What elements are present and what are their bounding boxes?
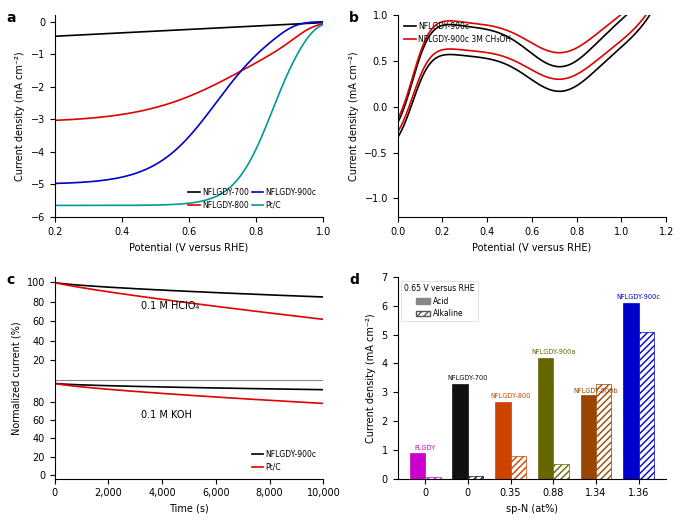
NFLGDY-700 xyxy=(98,30,106,37)
Pt/C xyxy=(319,22,327,28)
NFLGDY-800 xyxy=(230,71,238,78)
Bar xyxy=(410,453,425,479)
NFLGDY-800 xyxy=(209,82,217,89)
Legend: NFLGDY-900c, NFLGDY-900c 3M CH₃OH: NFLGDY-900c, NFLGDY-900c 3M CH₃OH xyxy=(401,19,514,47)
X-axis label: Potential (V versus RHE): Potential (V versus RHE) xyxy=(472,242,592,252)
Pt/C xyxy=(98,202,106,208)
NFLGDY-900c xyxy=(230,76,238,82)
NFLGDY-700 xyxy=(209,25,217,31)
NFLGDY-800 xyxy=(172,98,180,104)
Y-axis label: Current density (mA cm⁻²): Current density (mA cm⁻²) xyxy=(349,51,359,181)
NFLGDY-900c xyxy=(172,146,180,153)
NFLGDY-900c xyxy=(253,51,261,57)
Line: Pt/C: Pt/C xyxy=(55,25,323,205)
Bar xyxy=(596,384,611,479)
Legend: NFLGDY-900c, Pt/C: NFLGDY-900c, Pt/C xyxy=(249,447,320,475)
Pt/C xyxy=(230,180,238,186)
NFLGDY-900c xyxy=(51,180,59,186)
NFLGDY-700 xyxy=(230,24,238,30)
Bar xyxy=(623,303,638,479)
Text: b: b xyxy=(349,11,359,25)
NFLGDY-900c xyxy=(319,18,327,25)
Pt/C xyxy=(120,202,128,208)
Legend: NFLGDY-700, NFLGDY-800, NFLGDY-900c, Pt/C: NFLGDY-700, NFLGDY-800, NFLGDY-900c, Pt/… xyxy=(185,185,320,213)
Text: 0.1 M KOH: 0.1 M KOH xyxy=(140,410,192,420)
Legend: Acid, Alkaline: Acid, Alkaline xyxy=(401,281,478,321)
Bar xyxy=(638,332,654,479)
Bar xyxy=(553,464,569,479)
NFLGDY-700 xyxy=(319,19,327,26)
NFLGDY-800 xyxy=(253,59,261,66)
Y-axis label: Current density (mA cm⁻²): Current density (mA cm⁻²) xyxy=(15,51,25,181)
Bar xyxy=(581,395,596,479)
Pt/C xyxy=(172,201,180,207)
Bar xyxy=(453,384,468,479)
Line: NFLGDY-800: NFLGDY-800 xyxy=(55,24,323,120)
Y-axis label: Current density (mA cm⁻²): Current density (mA cm⁻²) xyxy=(366,313,376,443)
Text: NFLGDY-900a: NFLGDY-900a xyxy=(531,349,575,355)
NFLGDY-700 xyxy=(253,23,261,29)
NFLGDY-800 xyxy=(98,114,106,120)
NFLGDY-900c xyxy=(98,177,106,184)
Bar xyxy=(495,402,510,479)
Text: NFLGDY-900b: NFLGDY-900b xyxy=(573,387,619,394)
Text: c: c xyxy=(6,273,14,287)
Bar xyxy=(425,477,440,479)
Bar xyxy=(510,456,526,479)
Y-axis label: Normalized current (%): Normalized current (%) xyxy=(11,321,21,435)
NFLGDY-800 xyxy=(51,117,59,123)
Text: FLGDY: FLGDY xyxy=(414,445,436,452)
Text: 0.1 M HClO₄: 0.1 M HClO₄ xyxy=(140,301,199,311)
Bar xyxy=(538,358,553,479)
Pt/C xyxy=(51,202,59,208)
Text: a: a xyxy=(6,11,16,25)
Text: NFLGDY-700: NFLGDY-700 xyxy=(447,375,488,381)
X-axis label: Time (s): Time (s) xyxy=(169,504,209,514)
Line: NFLGDY-900c: NFLGDY-900c xyxy=(55,22,323,183)
Text: NFLGDY-900c: NFLGDY-900c xyxy=(616,294,660,300)
Line: NFLGDY-700: NFLGDY-700 xyxy=(55,23,323,36)
Text: d: d xyxy=(349,273,359,287)
Bar xyxy=(468,476,483,479)
X-axis label: Potential (V versus RHE): Potential (V versus RHE) xyxy=(129,242,249,252)
X-axis label: sp-N (at%): sp-N (at%) xyxy=(506,504,558,514)
Pt/C xyxy=(253,144,261,150)
NFLGDY-700 xyxy=(172,27,180,33)
Pt/C xyxy=(209,195,217,201)
NFLGDY-800 xyxy=(120,111,128,117)
Text: NFLGDY-800: NFLGDY-800 xyxy=(490,393,531,400)
NFLGDY-800 xyxy=(319,20,327,27)
NFLGDY-900c xyxy=(209,103,217,110)
NFLGDY-700 xyxy=(120,29,128,36)
NFLGDY-700 xyxy=(51,33,59,39)
NFLGDY-900c xyxy=(120,174,128,180)
